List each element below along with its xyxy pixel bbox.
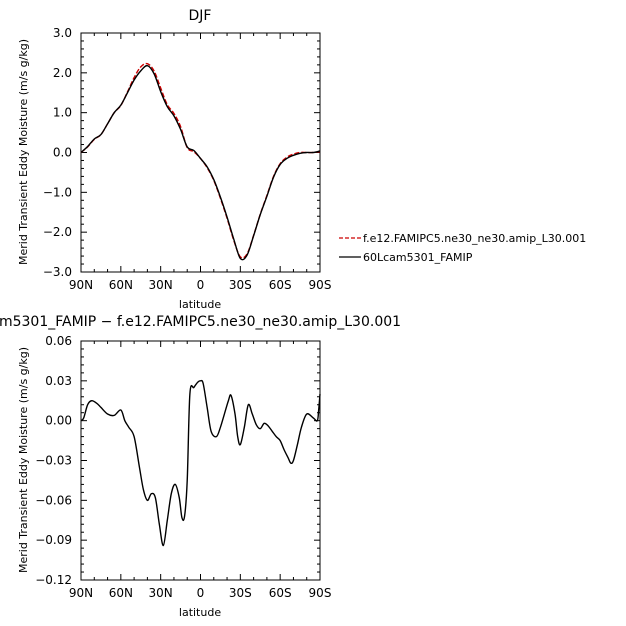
bottom-y-axis-title: Merid Transient Eddy Moisture (m/s g/kg) (17, 347, 30, 573)
bottom-x-tick-label: 60S (269, 586, 292, 600)
top-y-tick-label: 2.0 (53, 66, 72, 80)
top-tick-group: 90N 60N 30N 0 30S 60S 90S −3.0 −2.0 −1.0 0.0 1.0 2.0… (43, 26, 332, 292)
bottom-x-tick-label: 90N (69, 586, 93, 600)
top-x-tick-label: 90S (309, 278, 332, 292)
bottom-chart: m5301_FAMIP − f.e12.FAMIPC5.ne30_ne30.am… (0, 314, 401, 619)
top-x-tick-label: 60N (109, 278, 133, 292)
top-x-tick-label: 90N (69, 278, 93, 292)
top-series-line-2 (80, 64, 321, 261)
bottom-series-group (80, 379, 321, 547)
legend-label-series-1: f.e12.FAMIPC5.ne30_ne30.amip_L30.001 (363, 232, 586, 245)
bottom-x-tick-label: 30S (229, 586, 252, 600)
top-plot-frame (80, 32, 321, 273)
bottom-y-tick-label: −0.09 (35, 533, 72, 547)
top-y-axis-title: Merid Transient Eddy Moisture (m/s g/kg) (17, 39, 30, 265)
bottom-chart-title: m5301_FAMIP − f.e12.FAMIPC5.ne30_ne30.am… (0, 314, 401, 330)
bottom-plot-frame (80, 340, 321, 581)
top-x-tick-label: 30N (149, 278, 173, 292)
top-x-tick-label: 0 (197, 278, 205, 292)
bottom-tick-group: 90N 60N 30N 0 30S 60S 90S −0.12 −0.09 −0.06 −0.03 0… (35, 334, 331, 600)
top-legend: f.e12.FAMIPC5.ne30_ne30.amip_L30.001 60L… (339, 232, 586, 264)
top-y-tick-label: −1.0 (43, 185, 72, 199)
top-chart: DJF 90N 60N 30N 0 30S 60S 90S −3.0 −2.0 −1.0 0.0 1.… (17, 8, 586, 311)
top-y-tick-label: −2.0 (43, 225, 72, 239)
bottom-series-line-1 (80, 379, 321, 547)
top-y-tick-label: 0.0 (53, 146, 72, 160)
bottom-y-tick-label: −0.06 (35, 493, 72, 507)
top-x-tick-label: 60S (269, 278, 292, 292)
bottom-y-tick-label: −0.03 (35, 454, 72, 468)
top-y-tick-label: −3.0 (43, 265, 72, 279)
top-y-tick-label: 1.0 (53, 106, 72, 120)
bottom-x-tick-label: 0 (197, 586, 205, 600)
bottom-x-tick-label: 30N (149, 586, 173, 600)
top-chart-title: DJF (189, 8, 212, 24)
bottom-x-tick-label: 60N (109, 586, 133, 600)
top-x-tick-label: 30S (229, 278, 252, 292)
bottom-x-axis-title: latitude (179, 606, 221, 619)
top-series-group (80, 62, 321, 261)
top-x-axis-title: latitude (179, 298, 221, 311)
top-y-tick-label: 3.0 (53, 26, 72, 40)
bottom-y-tick-label: 0.03 (45, 374, 72, 388)
bottom-y-tick-label: 0.06 (45, 334, 72, 348)
bottom-x-tick-label: 90S (309, 586, 332, 600)
bottom-y-tick-label: −0.12 (35, 573, 72, 587)
bottom-y-tick-label: 0.00 (45, 414, 72, 428)
legend-label-series-2: 60Lcam5301_FAMIP (363, 251, 473, 264)
